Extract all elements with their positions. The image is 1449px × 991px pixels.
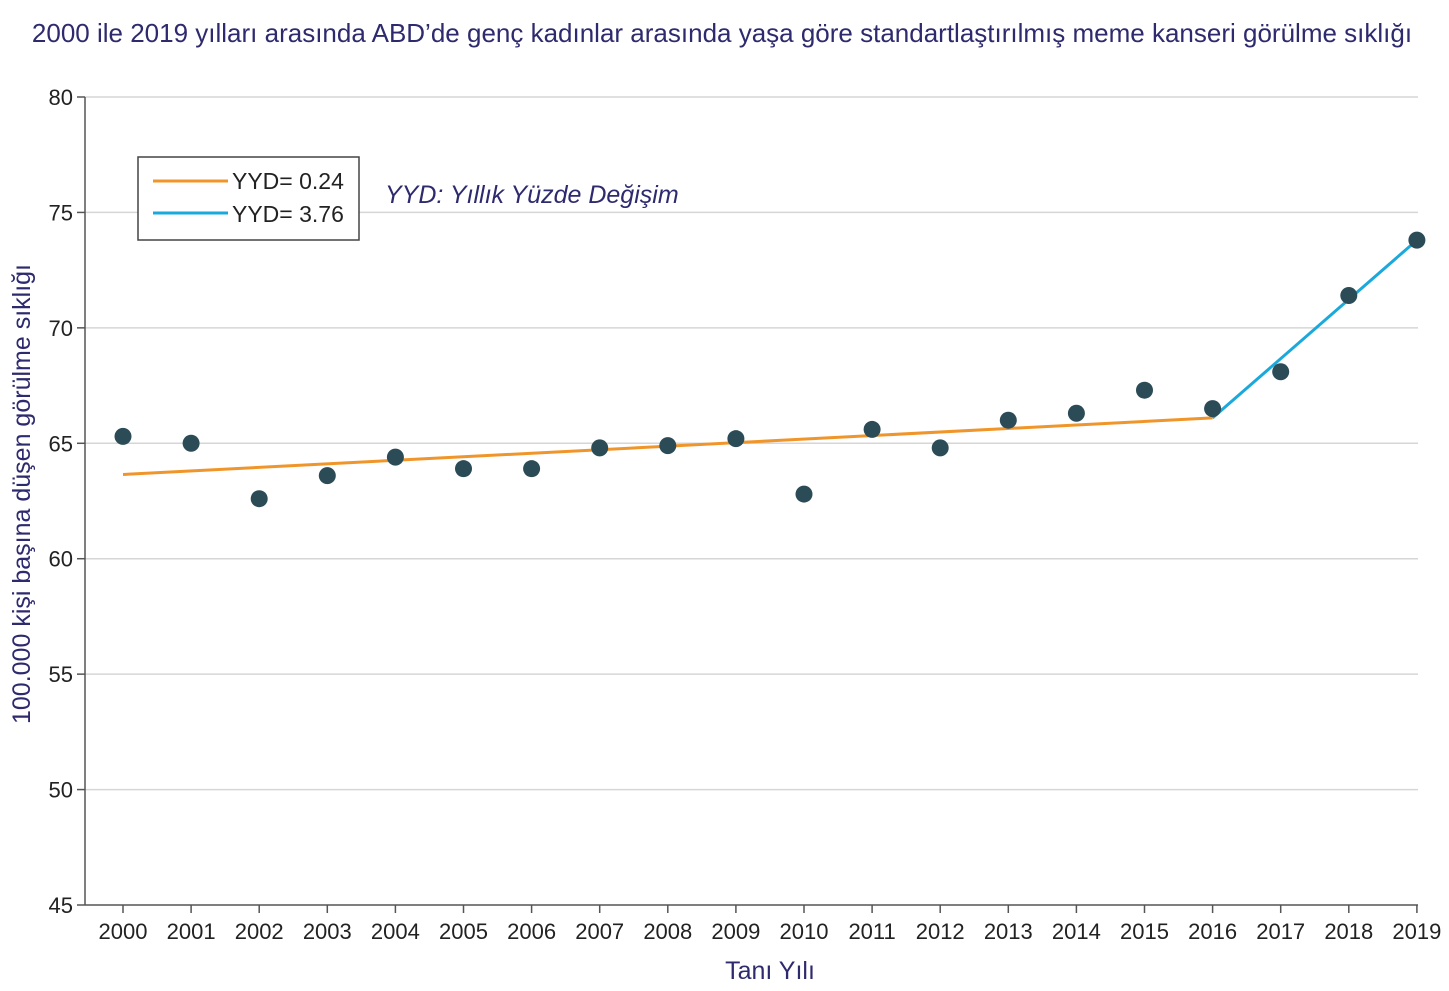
x-tick-label: 2007 xyxy=(575,919,624,944)
y-tick-label: 75 xyxy=(49,200,73,225)
x-axis-label: Tanı Yılı xyxy=(725,957,815,985)
x-tick-label: 2014 xyxy=(1052,919,1101,944)
data-point xyxy=(1340,287,1358,305)
data-point xyxy=(1408,231,1426,249)
y-tick-label: 50 xyxy=(49,778,73,803)
axes xyxy=(77,96,1418,913)
y-tick-label: 60 xyxy=(49,547,73,572)
data-point xyxy=(727,430,745,448)
data-point xyxy=(591,439,609,457)
x-tick-label: 2002 xyxy=(235,919,284,944)
x-tick-label: 2005 xyxy=(439,919,488,944)
data-point xyxy=(1136,381,1153,399)
data-point xyxy=(523,460,541,478)
x-tick-label: 2016 xyxy=(1188,919,1237,944)
trend-line-2 xyxy=(1211,238,1418,420)
data-point xyxy=(1204,400,1222,418)
data-point xyxy=(182,434,200,452)
legend-label-2: YYD= 3.76 xyxy=(232,201,344,227)
trend-lines xyxy=(122,238,1418,476)
x-tick-label: 2008 xyxy=(643,919,692,944)
data-point xyxy=(999,411,1017,429)
x-tick-label: 2018 xyxy=(1324,919,1373,944)
data-point xyxy=(318,467,336,485)
x-tick-label: 2004 xyxy=(371,919,420,944)
legend-label-1: YYD= 0.24 xyxy=(232,168,344,194)
x-tick-label: 2017 xyxy=(1256,919,1305,944)
x-tick-label: 2013 xyxy=(984,919,1033,944)
x-tick-label: 2019 xyxy=(1392,919,1441,944)
chart-title: 2000 ile 2019 yılları arasında ABD’de ge… xyxy=(32,18,1412,48)
x-tick-label: 2010 xyxy=(780,919,829,944)
annotation-yyd: YYD: Yıllık Yüzde Değişim xyxy=(385,181,679,209)
data-point xyxy=(386,448,404,466)
x-tick-label: 2001 xyxy=(167,919,216,944)
legend: YYD= 0.24 YYD= 3.76 xyxy=(137,156,360,241)
data-point xyxy=(250,490,268,508)
x-tick-label: 2000 xyxy=(99,919,148,944)
y-axis-label: 100.000 kişi başına düşen görülme sıklığ… xyxy=(8,264,36,724)
data-point xyxy=(931,439,949,457)
x-tick-label: 2011 xyxy=(848,919,895,944)
data-point xyxy=(1272,363,1290,381)
data-point xyxy=(659,437,677,455)
x-tick-label: 2015 xyxy=(1120,919,1169,944)
legend-box xyxy=(137,156,360,241)
y-tick-label: 45 xyxy=(49,893,73,918)
x-tick-label: 2009 xyxy=(711,919,760,944)
y-tick-label: 70 xyxy=(49,316,73,341)
data-points xyxy=(114,231,1426,508)
y-tick-label: 55 xyxy=(49,662,73,687)
data-point xyxy=(863,420,881,438)
data-point xyxy=(795,485,813,503)
data-point xyxy=(1067,404,1085,422)
y-tick-label: 65 xyxy=(49,431,73,456)
data-point xyxy=(455,460,472,478)
data-point xyxy=(114,427,132,445)
x-tick-label: 2012 xyxy=(916,919,965,944)
tick-labels: 45 50 55 60 65 70 75 80 2000 2001 2002 2003 2004 2005… xyxy=(49,85,1442,944)
y-tick-label: 80 xyxy=(49,85,73,110)
x-tick-label: 2003 xyxy=(303,919,352,944)
x-tick-label: 2006 xyxy=(507,919,556,944)
